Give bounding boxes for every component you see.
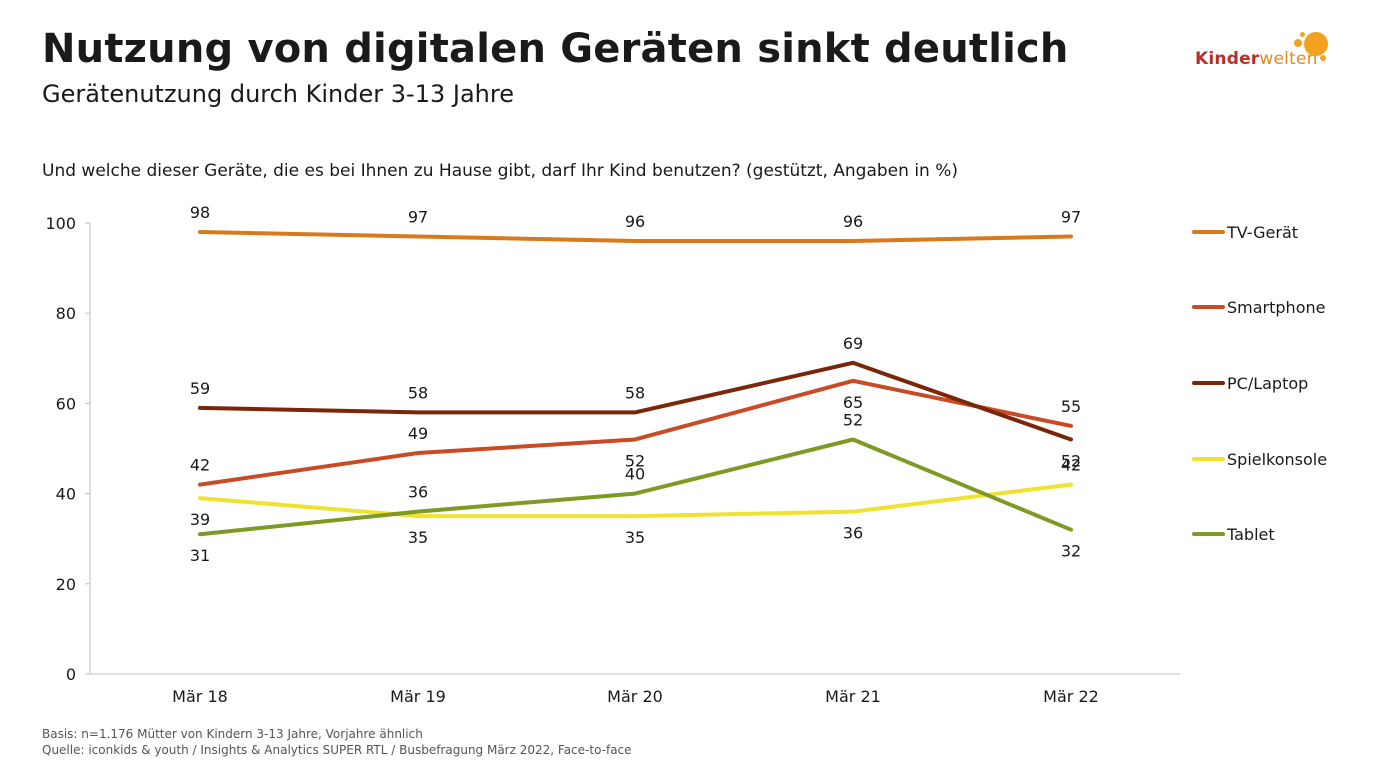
survey-question: Und welche dieser Geräte, die es bei Ihn… [42, 161, 959, 181]
data-label: 52 [1061, 451, 1081, 470]
legend-swatch [1192, 230, 1225, 234]
series-line-tv-ger-t [198, 230, 1073, 243]
data-label: 49 [408, 424, 428, 443]
data-label: 39 [190, 510, 210, 529]
x-tick-label: Mär 18 [172, 687, 228, 706]
legend-swatch [1192, 457, 1225, 461]
data-label: 98 [190, 203, 210, 222]
logo-dot-large [1304, 32, 1328, 56]
footer-source: Quelle: iconkids & youth / Insights & An… [42, 743, 632, 757]
data-label: 69 [843, 334, 863, 353]
legend-item: Spielkonsole [1192, 449, 1327, 469]
legend-item: PC/Laptop [1192, 373, 1308, 393]
legend-item: Tablet [1192, 524, 1275, 544]
data-label: 36 [843, 524, 863, 543]
data-label: 96 [843, 212, 863, 231]
data-label: 35 [625, 528, 645, 547]
x-tick-label: Mär 22 [1043, 687, 1099, 706]
logo-wordmark-part1: Kinder [1195, 49, 1260, 69]
logo-wordmark-part2: welten [1259, 49, 1318, 69]
legend-item: Smartphone [1192, 297, 1325, 317]
page-title: Nutzung von digitalen Geräten sinkt deut… [42, 26, 1069, 72]
legend-swatch [1192, 532, 1225, 536]
logo-dot-tiny [1320, 55, 1326, 61]
logo-dot-small [1294, 39, 1302, 47]
y-tick-label: 20 [56, 575, 76, 594]
footer-notes: Basis: n=1.176 Mütter von Kindern 3-13 J… [42, 726, 632, 758]
legend-label: PC/Laptop [1227, 373, 1309, 393]
logo-wordmark: Kinderwelten [1195, 49, 1318, 69]
data-label: 97 [1061, 208, 1081, 227]
data-label: 58 [408, 383, 428, 402]
data-label: 59 [190, 379, 210, 398]
series-line-pc-laptop [198, 360, 1073, 442]
logo-dot-micro [1300, 32, 1305, 37]
legend-label: TV-Gerät [1227, 222, 1299, 242]
legend-label: Spielkonsole [1227, 449, 1328, 469]
x-tick-label: Mär 20 [607, 687, 663, 706]
x-tick-label: Mär 19 [390, 687, 446, 706]
data-label: 52 [843, 410, 863, 429]
data-label: 52 [625, 451, 645, 470]
data-label: 42 [1061, 456, 1081, 475]
legend-item: TV-Gerät [1192, 222, 1298, 242]
kinderwelten-logo: Kinderwelten [1190, 30, 1340, 72]
y-tick-label: 0 [66, 665, 76, 684]
page-subtitle: Gerätenutzung durch Kinder 3-13 Jahre [42, 80, 514, 108]
series-line-tablet [198, 437, 1073, 537]
y-tick-label: 40 [56, 485, 76, 504]
series-line-smartphone [198, 378, 1073, 487]
data-label: 31 [190, 546, 210, 565]
data-label: 55 [1061, 397, 1081, 416]
legend-swatch [1192, 381, 1225, 385]
legend-label: Tablet [1227, 524, 1275, 544]
series-line-spielkonsole [198, 482, 1073, 519]
data-label: 40 [625, 465, 645, 484]
y-tick-label: 60 [56, 394, 76, 413]
data-label: 42 [190, 456, 210, 475]
data-label: 97 [408, 208, 428, 227]
legend-swatch [1192, 305, 1225, 309]
data-label: 96 [625, 212, 645, 231]
legend-label: Smartphone [1227, 297, 1326, 317]
data-label: 36 [408, 483, 428, 502]
y-tick-label: 100 [45, 214, 76, 233]
x-tick-label: Mär 21 [825, 687, 881, 706]
data-label: 32 [1061, 542, 1081, 561]
footer-basis: Basis: n=1.176 Mütter von Kindern 3-13 J… [42, 727, 423, 741]
data-label: 35 [408, 528, 428, 547]
data-label: 58 [625, 383, 645, 402]
data-label: 65 [843, 393, 863, 412]
y-tick-label: 80 [56, 304, 76, 323]
